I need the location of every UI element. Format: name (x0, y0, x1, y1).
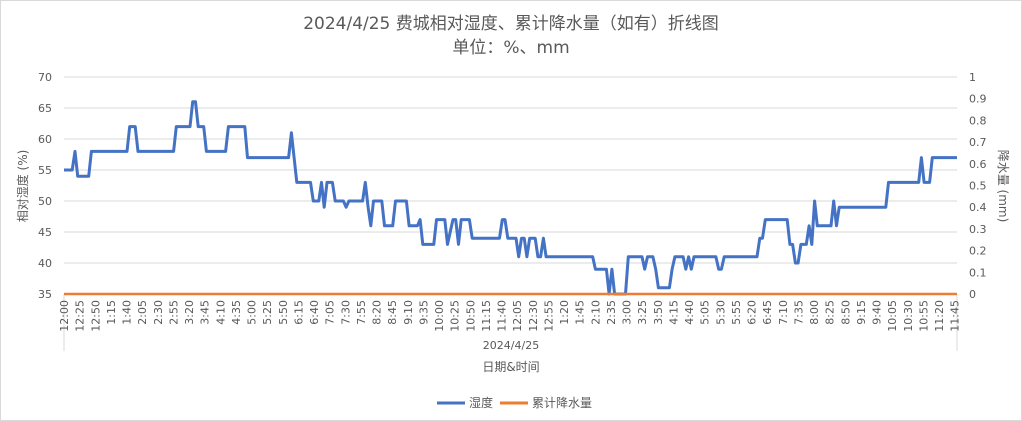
x-tick-label: 10:50 (464, 300, 477, 332)
y-left-tick-label: 40 (38, 257, 52, 270)
x-tick-label: 11:20 (933, 300, 946, 332)
x-tick-label: 8:25 (824, 300, 837, 325)
x-axis-ticks: 12:00 12:25 12:50 1:15 1:40 2:05 2:30 2:55 3:20 3… (58, 300, 962, 332)
x-tick-label: 6:15 (292, 300, 305, 325)
series-line-humidity (64, 100, 957, 296)
x-tick-label: 6:45 (761, 300, 774, 325)
x-group-label: 2024/4/25 (483, 339, 539, 352)
x-tick-label: 5:30 (714, 300, 727, 325)
x-tick-label: 3:50 (652, 300, 665, 325)
x-tick-label: 12:25 (74, 300, 87, 332)
y-left-tick-label: 35 (38, 288, 52, 301)
x-tick-label: 10:25 (449, 300, 462, 332)
x-axis-title: 日期&时间 (482, 360, 539, 374)
x-tick-label: 4:40 (683, 300, 696, 325)
x-tick-label: 4:35 (230, 300, 243, 325)
x-tick-label: 11:40 (496, 300, 509, 332)
x-tick-label: 7:10 (777, 300, 790, 325)
y-right-tick-label: 0.1 (969, 266, 987, 279)
y-right-tick-label: 0.8 (969, 114, 987, 127)
y-left-tick-label: 65 (38, 102, 52, 115)
x-tick-label: 2:30 (152, 300, 165, 325)
x-tick-label: 9:10 (402, 300, 415, 325)
right-axis-ticks: 0 0.1 0.2 0.3 0.4 0.5 0.6 0.7 0.8 0.9 1 (969, 71, 987, 301)
x-tick-label: 3:00 (621, 300, 634, 325)
x-tick-label: 12:00 (58, 300, 71, 332)
x-tick-label: 7:05 (324, 300, 337, 325)
x-tick-label: 7:35 (792, 300, 805, 325)
y-right-tick-label: 0 (969, 288, 976, 301)
x-tick-label: 2:10 (589, 300, 602, 325)
x-tick-label: 5:25 (261, 300, 274, 325)
y-left-tick-label: 60 (38, 133, 52, 146)
x-tick-label: 12:05 (511, 300, 524, 332)
x-tick-label: 3:45 (199, 300, 212, 325)
y-right-tick-label: 0.5 (969, 180, 987, 193)
y-axis-right-title: 降水量 (mm) (996, 150, 1010, 223)
y-right-tick-label: 0.4 (969, 201, 987, 214)
chart-subtitle: 单位：%、mm (452, 38, 569, 58)
x-tick-label: 6:40 (308, 300, 321, 325)
y-right-tick-label: 0.3 (969, 223, 987, 236)
x-tick-label: 8:00 (808, 300, 821, 325)
x-tick-label: 11:15 (480, 300, 493, 332)
x-tick-label: 5:50 (277, 300, 290, 325)
x-tick-label: 9:40 (871, 300, 884, 325)
y-axis-left-title: 相对湿度 (%) (15, 150, 30, 223)
left-axis-ticks: 35 40 45 50 55 60 65 70 (38, 71, 52, 301)
y-left-tick-label: 50 (38, 195, 52, 208)
x-tick-label: 10:55 (917, 300, 930, 332)
x-tick-label: 3:25 (636, 300, 649, 325)
x-tick-label: 8:20 (371, 300, 384, 325)
x-tick-label: 10:00 (433, 300, 446, 332)
y-left-tick-label: 45 (38, 226, 52, 239)
x-tick-label: 1:20 (558, 300, 571, 325)
x-tick-label: 10:30 (902, 300, 915, 332)
y-right-tick-label: 0.7 (969, 136, 987, 149)
legend-label-precipitation: 累计降水量 (532, 396, 592, 410)
x-tick-label: 9:15 (855, 300, 868, 325)
series-layer (64, 100, 957, 296)
x-tick-label: 5:55 (730, 300, 743, 325)
x-tick-label: 8:45 (386, 300, 399, 325)
legend: 湿度 累计降水量 (437, 395, 592, 410)
x-tick-label: 4:10 (214, 300, 227, 325)
y-right-tick-label: 0.6 (969, 158, 987, 171)
legend-label-humidity: 湿度 (469, 395, 493, 410)
gridlines (63, 76, 958, 351)
x-tick-label: 5:05 (699, 300, 712, 325)
chart-title: 2024/4/25 费城相对湿度、累计降水量（如有）折线图 (303, 14, 719, 34)
x-tick-label: 7:30 (339, 300, 352, 325)
x-tick-label: 9:35 (417, 300, 430, 325)
x-tick-label: 1:45 (574, 300, 587, 325)
x-tick-label: 5:00 (246, 300, 259, 325)
x-tick-label: 2:35 (605, 300, 618, 325)
x-tick-label: 3:20 (183, 300, 196, 325)
x-tick-label: 6:20 (746, 300, 759, 325)
x-tick-label: 10:05 (886, 300, 899, 332)
y-right-tick-label: 0.2 (969, 245, 987, 258)
x-tick-label: 12:55 (542, 300, 555, 332)
x-tick-label: 7:55 (355, 300, 368, 325)
x-tick-label: 8:50 (839, 300, 852, 325)
y-right-tick-label: 0.9 (969, 93, 987, 106)
y-left-tick-label: 70 (38, 71, 52, 84)
x-tick-label: 12:30 (527, 300, 540, 332)
x-tick-label: 11:45 (949, 300, 962, 332)
x-tick-label: 1:40 (121, 300, 134, 325)
x-tick-label: 1:15 (105, 300, 118, 325)
x-tick-label: 12:50 (89, 300, 102, 332)
x-tick-label: 4:15 (667, 300, 680, 325)
y-left-tick-label: 55 (38, 164, 52, 177)
x-tick-label: 2:05 (136, 300, 149, 325)
y-right-tick-label: 1 (969, 71, 976, 84)
x-tick-label: 2:55 (167, 300, 180, 325)
